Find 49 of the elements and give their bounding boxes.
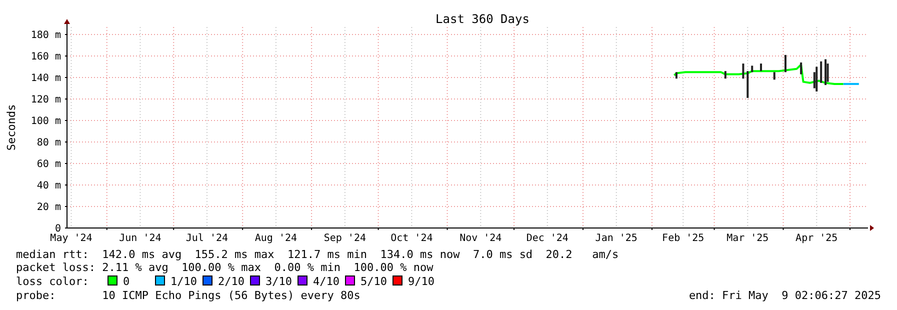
bar <box>724 71 726 79</box>
bar <box>824 59 827 86</box>
x-tick-label: Oct '24 <box>390 233 433 244</box>
bar <box>751 66 754 72</box>
y-axis-title: Seconds <box>5 104 18 151</box>
y-tick-label: 180 m <box>30 30 61 42</box>
text: 3/10 <box>266 275 292 288</box>
text: 5/10 <box>360 275 387 288</box>
text: end: Fri May 9 02:06:27 2025 <box>688 289 881 302</box>
x-tick-label: Sep '24 <box>324 233 366 244</box>
text: 4/10 <box>313 275 340 288</box>
bar <box>820 61 822 83</box>
bar <box>773 72 776 80</box>
bar <box>675 72 678 79</box>
x-tick-label: Mar '25 <box>726 233 769 244</box>
x-tick-label: Jul '24 <box>186 233 228 244</box>
y-tick-label: 160 m <box>30 52 61 63</box>
x-tick-label: Apr '25 <box>796 233 838 244</box>
y-tick-label: 80 m <box>36 138 61 149</box>
text: 9/10 <box>408 275 434 288</box>
text: probe: 10 ICMP Echo Pings (56 Bytes) every 80s <box>16 289 360 302</box>
x-tick-label: Feb '25 <box>662 233 704 244</box>
text: loss color: <box>16 275 89 288</box>
bar <box>742 64 744 79</box>
x-tick-label: Jan '25 <box>595 233 638 244</box>
y-tick-label: 60 m <box>36 159 61 170</box>
x-tick-label: Nov '24 <box>460 233 502 244</box>
x-tick-label: Aug '24 <box>254 233 298 244</box>
y-tick-label: 0 <box>54 224 61 234</box>
text: 0 <box>123 275 130 288</box>
bar <box>784 54 786 72</box>
y-tick-label: 40 m <box>36 180 61 192</box>
text: 1/10 <box>170 275 197 288</box>
y-tick-label: 100 m <box>30 116 61 128</box>
bar <box>816 66 818 92</box>
bar <box>800 62 802 74</box>
y-tick-label: 20 m <box>36 202 61 214</box>
line-series <box>673 64 844 85</box>
text: 2/10 <box>218 275 244 288</box>
y-tick-label: 140 m <box>30 73 61 84</box>
y-tick-label: 120 m <box>30 94 61 106</box>
text: median rtt: 142.0 ms avg 155.2 ms max 121.7 ms min 134.0 ms now 7.0 ms sd 20.2 am/s <box>16 248 619 261</box>
chart-title: Last 360 Days <box>436 12 530 26</box>
x-tick-label: Dec '24 <box>526 233 568 244</box>
text: packet loss: 2.11 % avg 100.00 % max 0.00 % min 100.00 % now <box>16 261 434 274</box>
x-tick-label: May '24 <box>50 233 92 244</box>
bar <box>746 71 749 98</box>
x-tick-label: Jun '24 <box>119 233 162 244</box>
bar <box>760 64 762 72</box>
